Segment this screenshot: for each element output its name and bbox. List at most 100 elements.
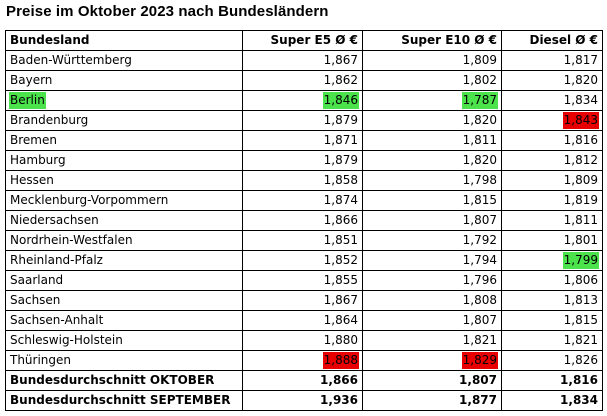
cell-super-e5-value: 1,871 bbox=[323, 133, 358, 147]
cell-super-e5: 1,852 bbox=[242, 250, 363, 271]
cell-diesel: 1,813 bbox=[501, 290, 603, 311]
cell-super-e5: 1,867 bbox=[242, 50, 363, 71]
cell-super-e5: 1,874 bbox=[242, 190, 363, 211]
cell-super-e10-value: 1,807 bbox=[462, 213, 497, 227]
cell-diesel: 1,816 bbox=[501, 130, 603, 151]
cell-super-e5: 1,855 bbox=[242, 270, 363, 291]
table-row: Hamburg 1,879 1,820 1,812 bbox=[5, 150, 603, 171]
cell-super-e10: 1,787 bbox=[362, 90, 502, 111]
cell-super-e5: 1,866 bbox=[242, 370, 363, 391]
cell-diesel-highlighted-value: 1,843 bbox=[562, 112, 599, 129]
table-row: Saarland 1,855 1,796 1,806 bbox=[5, 270, 603, 291]
table-row: Rheinland-Pfalz 1,852 1,794 1,799 bbox=[5, 250, 603, 271]
cell-super-e10-value: 1,807 bbox=[459, 373, 497, 387]
cell-diesel: 1,816 bbox=[501, 370, 603, 391]
cell-bundesland-value: Nordrhein-Westfalen bbox=[10, 233, 133, 247]
cell-diesel: 1,809 bbox=[501, 170, 603, 191]
cell-bundesland: Nordrhein-Westfalen bbox=[5, 230, 243, 251]
cell-super-e5: 1,862 bbox=[242, 70, 363, 91]
cell-super-e5: 1,871 bbox=[242, 130, 363, 151]
cell-bundesland: Sachsen-Anhalt bbox=[5, 310, 243, 331]
cell-super-e10-value: 1,807 bbox=[462, 313, 497, 327]
cell-super-e5-highlighted-value: 1,888 bbox=[322, 352, 359, 369]
cell-super-e10-highlighted-value: 1,787 bbox=[461, 92, 498, 109]
cell-super-e5: 1,851 bbox=[242, 230, 363, 251]
cell-diesel-value: 1,834 bbox=[560, 393, 598, 407]
cell-diesel-value: 1,811 bbox=[563, 213, 598, 227]
cell-diesel-value: 1,816 bbox=[560, 373, 598, 387]
cell-super-e10-value: 1,811 bbox=[462, 133, 497, 147]
cell-diesel: 1,801 bbox=[501, 230, 603, 251]
cell-bundesland-value: Sachsen bbox=[10, 293, 61, 307]
cell-bundesland: Bremen bbox=[5, 130, 243, 151]
cell-diesel: 1,817 bbox=[501, 50, 603, 71]
cell-super-e5-value: 1,852 bbox=[323, 253, 358, 267]
cell-bundesland: Bundesdurchschnitt OKTOBER bbox=[5, 370, 243, 391]
cell-super-e5-value: 1,855 bbox=[323, 273, 358, 287]
cell-super-e10-value: 1,821 bbox=[462, 333, 497, 347]
cell-super-e5-value: 1,864 bbox=[323, 313, 358, 327]
cell-diesel: 1,834 bbox=[501, 90, 603, 111]
cell-bundesland-value: Brandenburg bbox=[10, 113, 89, 127]
cell-super-e5-value: 1,936 bbox=[320, 393, 358, 407]
cell-diesel: 1,834 bbox=[501, 390, 603, 411]
cell-super-e10: 1,798 bbox=[362, 170, 502, 191]
cell-diesel: 1,812 bbox=[501, 150, 603, 171]
table-row: Hessen 1,858 1,798 1,809 bbox=[5, 170, 603, 191]
cell-bundesland-value: Rheinland-Pfalz bbox=[10, 253, 103, 267]
cell-bundesland-value: Niedersachsen bbox=[10, 213, 99, 227]
cell-bundesland-value: Mecklenburg-Vorpommern bbox=[10, 193, 169, 207]
cell-super-e10: 1,829 bbox=[362, 350, 502, 371]
cell-diesel-value: 1,819 bbox=[563, 193, 598, 207]
cell-super-e5: 1,888 bbox=[242, 350, 363, 371]
cell-super-e10: 1,796 bbox=[362, 270, 502, 291]
cell-super-e5-value: 1,867 bbox=[323, 293, 358, 307]
cell-bundesland-value: Bundesdurchschnitt OKTOBER bbox=[10, 373, 215, 387]
cell-bundesland-value: Bremen bbox=[10, 133, 57, 147]
cell-diesel: 1,806 bbox=[501, 270, 603, 291]
cell-diesel-value: 1,801 bbox=[563, 233, 598, 247]
cell-diesel: 1,815 bbox=[501, 310, 603, 331]
cell-super-e5-value: 1,874 bbox=[323, 193, 358, 207]
cell-bundesland: Hamburg bbox=[5, 150, 243, 171]
cell-bundesland: Mecklenburg-Vorpommern bbox=[5, 190, 243, 211]
cell-super-e5: 1,880 bbox=[242, 330, 363, 351]
cell-super-e10-value: 1,796 bbox=[462, 273, 497, 287]
cell-bundesland-highlighted-value: Berlin bbox=[9, 92, 46, 109]
cell-super-e5: 1,866 bbox=[242, 210, 363, 231]
cell-diesel-value: 1,834 bbox=[563, 93, 598, 107]
cell-bundesland-value: Hessen bbox=[10, 173, 54, 187]
cell-diesel: 1,799 bbox=[501, 250, 603, 271]
cell-bundesland-value: Sachsen-Anhalt bbox=[10, 313, 104, 327]
cell-super-e10-value: 1,798 bbox=[462, 173, 497, 187]
cell-super-e10: 1,820 bbox=[362, 110, 502, 131]
table-row: Mecklenburg-Vorpommern 1,874 1,815 1,819 bbox=[5, 190, 603, 211]
header-super-e10: Super E10 Ø € bbox=[362, 30, 502, 51]
cell-super-e10-value: 1,815 bbox=[462, 193, 497, 207]
price-table: Bundesland Super E5 Ø € Super E10 Ø € Di… bbox=[5, 30, 603, 411]
cell-diesel: 1,843 bbox=[501, 110, 603, 131]
cell-super-e10: 1,802 bbox=[362, 70, 502, 91]
cell-super-e5: 1,936 bbox=[242, 390, 363, 411]
cell-diesel-value: 1,817 bbox=[563, 53, 598, 67]
cell-bundesland-value: Bayern bbox=[10, 73, 53, 87]
cell-bundesland: Sachsen bbox=[5, 290, 243, 311]
summary-row: Bundesdurchschnitt OKTOBER 1,866 1,807 1,81… bbox=[5, 370, 603, 391]
cell-diesel: 1,820 bbox=[501, 70, 603, 91]
cell-super-e10: 1,807 bbox=[362, 370, 502, 391]
cell-super-e10: 1,820 bbox=[362, 150, 502, 171]
cell-super-e10-highlighted-value: 1,829 bbox=[461, 352, 498, 369]
cell-super-e10-value: 1,809 bbox=[462, 53, 497, 67]
page-title: Preise im Oktober 2023 nach Bundesländer… bbox=[6, 3, 329, 20]
cell-diesel: 1,819 bbox=[501, 190, 603, 211]
cell-super-e5: 1,864 bbox=[242, 310, 363, 331]
cell-super-e5: 1,846 bbox=[242, 90, 363, 111]
cell-super-e5: 1,867 bbox=[242, 290, 363, 311]
table-row: Bayern 1,862 1,802 1,820 bbox=[5, 70, 603, 91]
cell-super-e10-value: 1,794 bbox=[462, 253, 497, 267]
table-row: Sachsen-Anhalt 1,864 1,807 1,815 bbox=[5, 310, 603, 331]
cell-super-e10: 1,807 bbox=[362, 210, 502, 231]
table-row: Berlin 1,846 1,787 1,834 bbox=[5, 90, 603, 111]
table-row: Thüringen 1,888 1,829 1,826 bbox=[5, 350, 603, 371]
cell-bundesland: Baden-Württemberg bbox=[5, 50, 243, 71]
